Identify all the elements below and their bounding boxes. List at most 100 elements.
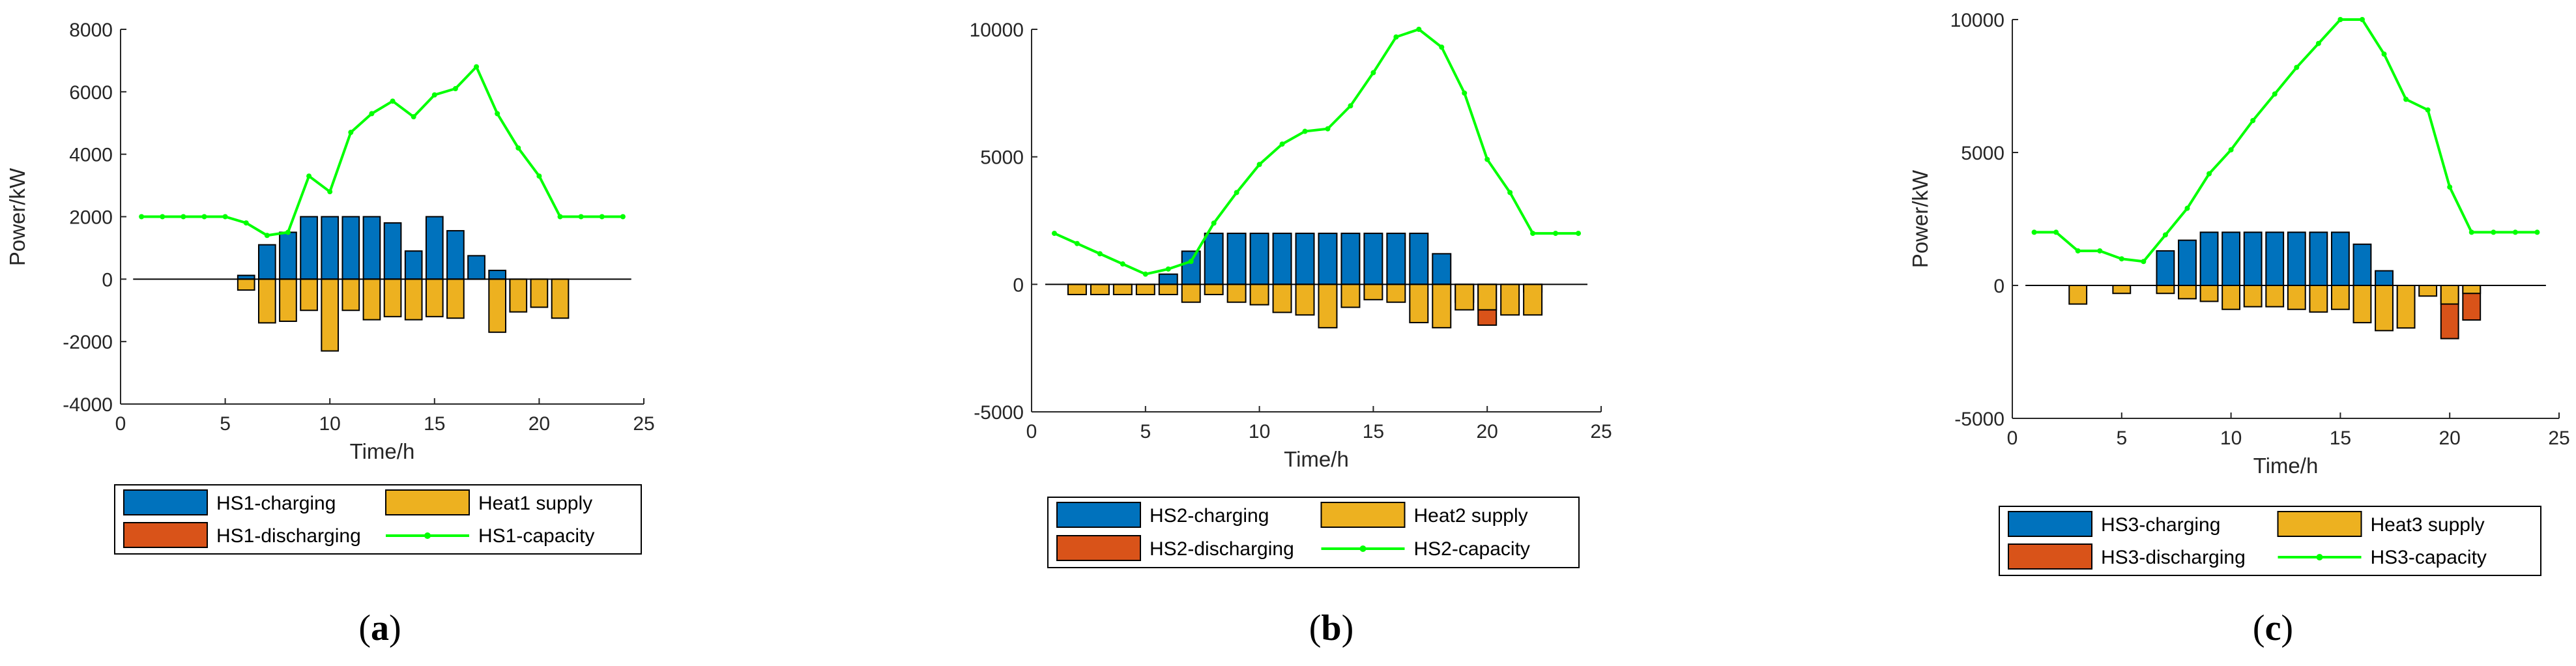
x-axis-label: Time/h bbox=[1284, 447, 1349, 471]
panel-paren-open: ( bbox=[2253, 608, 2265, 648]
x-tick-label: 25 bbox=[633, 413, 654, 435]
bar-hs2-charging bbox=[1204, 233, 1224, 285]
bar-hs1-charging bbox=[446, 230, 465, 280]
y-tick-label: 2000 bbox=[69, 207, 113, 229]
y-tick-label: 4000 bbox=[69, 145, 113, 166]
bar-hs3-charging bbox=[2352, 243, 2372, 287]
bar-heat3-supply bbox=[2462, 285, 2482, 295]
capacity-point bbox=[411, 114, 416, 120]
bar-heat2-supply bbox=[1112, 283, 1133, 295]
capacity-line bbox=[1054, 27, 1579, 276]
x-axis-label: Time/h bbox=[2253, 454, 2319, 478]
capacity-point bbox=[1507, 190, 1513, 195]
y-tick-label: 5000 bbox=[1961, 143, 2004, 164]
y-tick-label: 0 bbox=[1993, 276, 2004, 297]
bar-hs3-charging bbox=[2375, 270, 2394, 286]
bar-hs1-charging bbox=[300, 216, 318, 280]
panel-label: (a) bbox=[358, 608, 401, 648]
bar-heat2-supply bbox=[1226, 283, 1247, 303]
bar-heat1-supply bbox=[279, 278, 297, 323]
panel-paren-open: ( bbox=[358, 608, 371, 648]
bar-heat2-supply bbox=[1318, 283, 1338, 328]
bar-heat2-supply bbox=[1158, 283, 1178, 295]
capacity-point bbox=[369, 111, 375, 117]
x-tick-label: 0 bbox=[1026, 421, 1037, 442]
bar-hs2-charging bbox=[1409, 233, 1429, 285]
capacity-point bbox=[536, 173, 542, 179]
bar-hs2-charging bbox=[1432, 253, 1452, 285]
bar-hs1-charging bbox=[257, 244, 276, 280]
bar-hs2-charging bbox=[1340, 233, 1361, 285]
bar-heat3-supply bbox=[2375, 285, 2394, 332]
bar-hs2-charging bbox=[1386, 233, 1406, 285]
bar-heat2-supply bbox=[1363, 283, 1383, 300]
x-tick-label: 15 bbox=[1363, 421, 1384, 442]
legend-label: Heat2 supply bbox=[1414, 505, 1528, 527]
bar-heat1-supply bbox=[321, 278, 340, 352]
x-tick-label: 10 bbox=[319, 413, 341, 435]
bar-heat1-supply bbox=[300, 278, 318, 311]
capacity-point bbox=[2294, 65, 2300, 70]
bar-hs2-charging bbox=[1272, 233, 1292, 285]
bar-hs2-charging bbox=[1363, 233, 1383, 285]
y-axis-label: Power/kW bbox=[1908, 169, 1932, 268]
bar-heat3-supply bbox=[2396, 285, 2416, 329]
panel-paren-close: ) bbox=[2281, 608, 2293, 648]
capacity-line bbox=[141, 64, 623, 237]
bar-hs1-charging bbox=[341, 216, 360, 280]
capacity-point bbox=[2512, 229, 2518, 235]
bar-heat1-supply bbox=[404, 278, 423, 321]
capacity-point bbox=[1393, 34, 1399, 40]
capacity-point bbox=[1211, 220, 1217, 226]
capacity-point bbox=[2337, 17, 2343, 22]
legend-swatch bbox=[2277, 511, 2362, 537]
capacity-point bbox=[1530, 231, 1536, 237]
capacity-point bbox=[1462, 90, 1468, 96]
x-axis-label: Time/h bbox=[350, 439, 415, 463]
bar-heat1-supply bbox=[509, 278, 528, 313]
x-tick-label: 15 bbox=[2330, 427, 2351, 449]
bar-heat1-supply bbox=[551, 278, 570, 319]
capacity-point bbox=[1188, 259, 1194, 265]
capacity-point bbox=[578, 214, 584, 220]
legend-swatch bbox=[2008, 543, 2092, 570]
x-tick-label: 20 bbox=[2439, 427, 2461, 449]
bar-heat1-supply bbox=[237, 278, 255, 291]
bar-heat3-supply bbox=[2221, 285, 2241, 310]
bar-heat3-supply bbox=[2309, 285, 2328, 313]
capacity-point bbox=[474, 64, 480, 70]
bar-hs3-charging bbox=[2199, 231, 2219, 286]
legend-label: HS3-capacity bbox=[2371, 547, 2487, 568]
panel-paren-close: ) bbox=[389, 608, 401, 648]
capacity-point bbox=[2228, 147, 2234, 152]
capacity-point bbox=[2359, 17, 2365, 22]
legend-label: HS1-capacity bbox=[478, 525, 594, 547]
bar-hs1-charging bbox=[404, 250, 423, 280]
capacity-point bbox=[2468, 229, 2474, 235]
bar-heat3-supply bbox=[2287, 285, 2306, 310]
legend-label: HS3-discharging bbox=[2101, 547, 2246, 568]
capacity-point bbox=[2031, 229, 2037, 235]
capacity-point bbox=[431, 92, 437, 98]
legend-label: HS1-charging bbox=[216, 493, 336, 514]
capacity-point bbox=[2207, 171, 2212, 177]
bar-heat1-supply bbox=[425, 278, 444, 317]
bar-hs2-charging bbox=[1226, 233, 1247, 285]
y-tick-label: 6000 bbox=[69, 82, 113, 104]
legend-swatch bbox=[385, 489, 470, 515]
bar-heat2-supply bbox=[1477, 283, 1498, 311]
capacity-point bbox=[515, 145, 521, 151]
bar-heat1-supply bbox=[446, 278, 465, 319]
panel-letter: c bbox=[2265, 608, 2281, 648]
x-tick-label: 10 bbox=[2220, 427, 2242, 449]
capacity-point bbox=[222, 214, 228, 220]
capacity-line bbox=[2034, 18, 2538, 263]
bar-heat3-supply bbox=[2178, 285, 2197, 300]
bar-hs3-charging bbox=[2330, 231, 2350, 286]
capacity-point bbox=[327, 189, 333, 195]
bar-hs1-charging bbox=[425, 216, 444, 280]
panel-paren-open: ( bbox=[1309, 608, 1322, 648]
capacity-point bbox=[1553, 231, 1559, 237]
capacity-point bbox=[2162, 232, 2168, 238]
